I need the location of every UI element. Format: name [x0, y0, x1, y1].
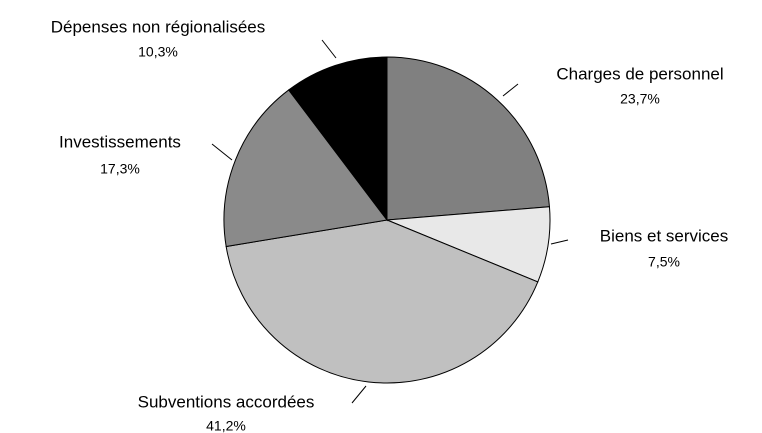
- slice-label: Dépenses non régionalisées: [51, 17, 266, 36]
- leader-line: [211, 143, 233, 161]
- slice-label: Biens et services: [600, 226, 729, 245]
- pie-slice: [288, 56, 388, 222]
- pie-slice: [225, 219, 539, 384]
- slice-label: Subventions accordées: [138, 392, 315, 411]
- leader-line: [321, 39, 337, 59]
- slice-value-label: 7,5%: [648, 254, 680, 270]
- slice-value-label: 10,3%: [138, 44, 178, 60]
- leader-line: [502, 83, 519, 97]
- slice-value-label: 17,3%: [100, 161, 140, 177]
- slice-value-label: 41,2%: [206, 418, 246, 433]
- slice-value-label: 23,7%: [620, 91, 660, 107]
- slice-label: Investissements: [59, 132, 181, 151]
- leader-line: [550, 239, 569, 245]
- pie-slice: [386, 56, 550, 221]
- slice-label: Charges de personnel: [556, 64, 723, 83]
- leader-line: [351, 385, 367, 404]
- pie-slice: [223, 89, 388, 248]
